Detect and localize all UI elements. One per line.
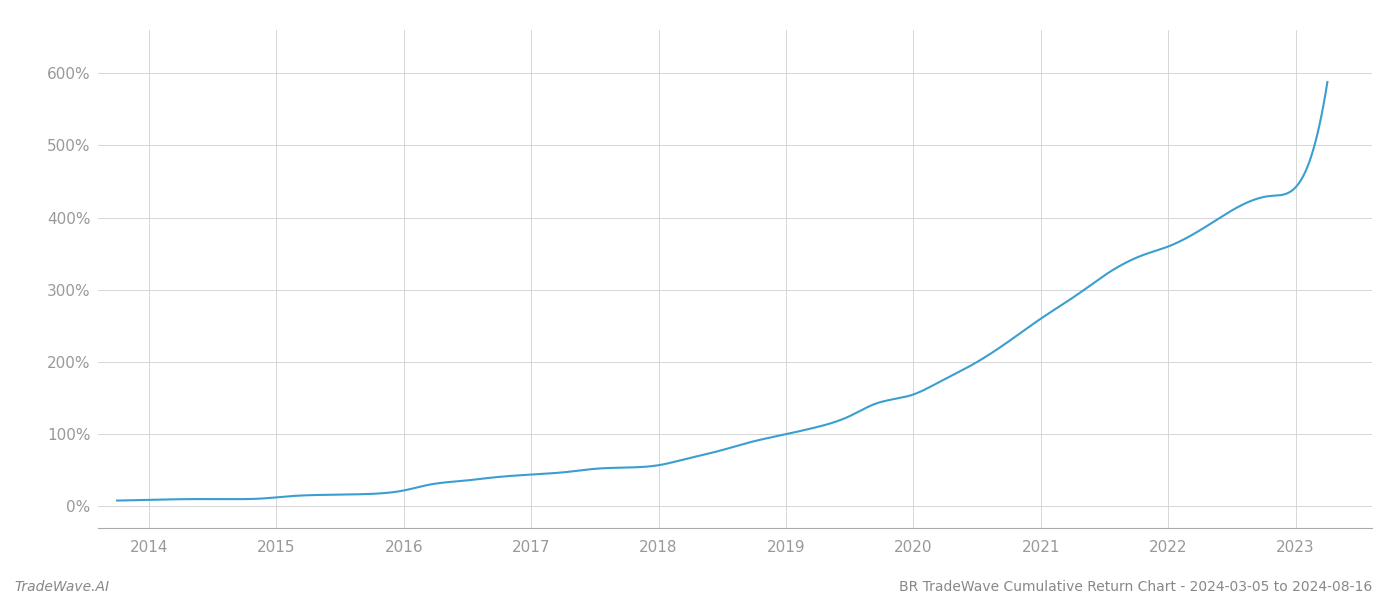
Text: TradeWave.AI: TradeWave.AI (14, 580, 109, 594)
Text: BR TradeWave Cumulative Return Chart - 2024-03-05 to 2024-08-16: BR TradeWave Cumulative Return Chart - 2… (899, 580, 1372, 594)
